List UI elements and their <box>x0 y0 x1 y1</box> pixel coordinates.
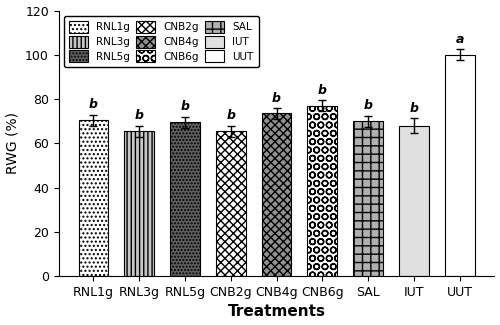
Text: b: b <box>410 102 418 115</box>
Bar <box>170 122 200 276</box>
Bar <box>354 121 383 276</box>
Text: b: b <box>226 109 235 122</box>
Bar <box>262 113 292 276</box>
Legend: RNL1g, RNL3g, RNL5g, CNB2g, CNB4g, CNB6g, SAL, IUT, UUT: RNL1g, RNL3g, RNL5g, CNB2g, CNB4g, CNB6g… <box>64 16 258 68</box>
Text: b: b <box>89 98 98 111</box>
Bar <box>216 131 246 276</box>
X-axis label: Treatments: Treatments <box>228 305 326 319</box>
Bar <box>78 120 108 276</box>
Bar <box>308 106 338 276</box>
Bar <box>445 55 474 276</box>
Text: b: b <box>364 99 372 112</box>
Bar <box>124 131 154 276</box>
Text: a: a <box>456 33 464 46</box>
Y-axis label: RWG (%): RWG (%) <box>6 112 20 174</box>
Bar <box>399 126 429 276</box>
Text: b: b <box>318 84 327 97</box>
Text: b: b <box>134 109 143 122</box>
Text: b: b <box>180 100 190 113</box>
Text: b: b <box>272 92 281 105</box>
